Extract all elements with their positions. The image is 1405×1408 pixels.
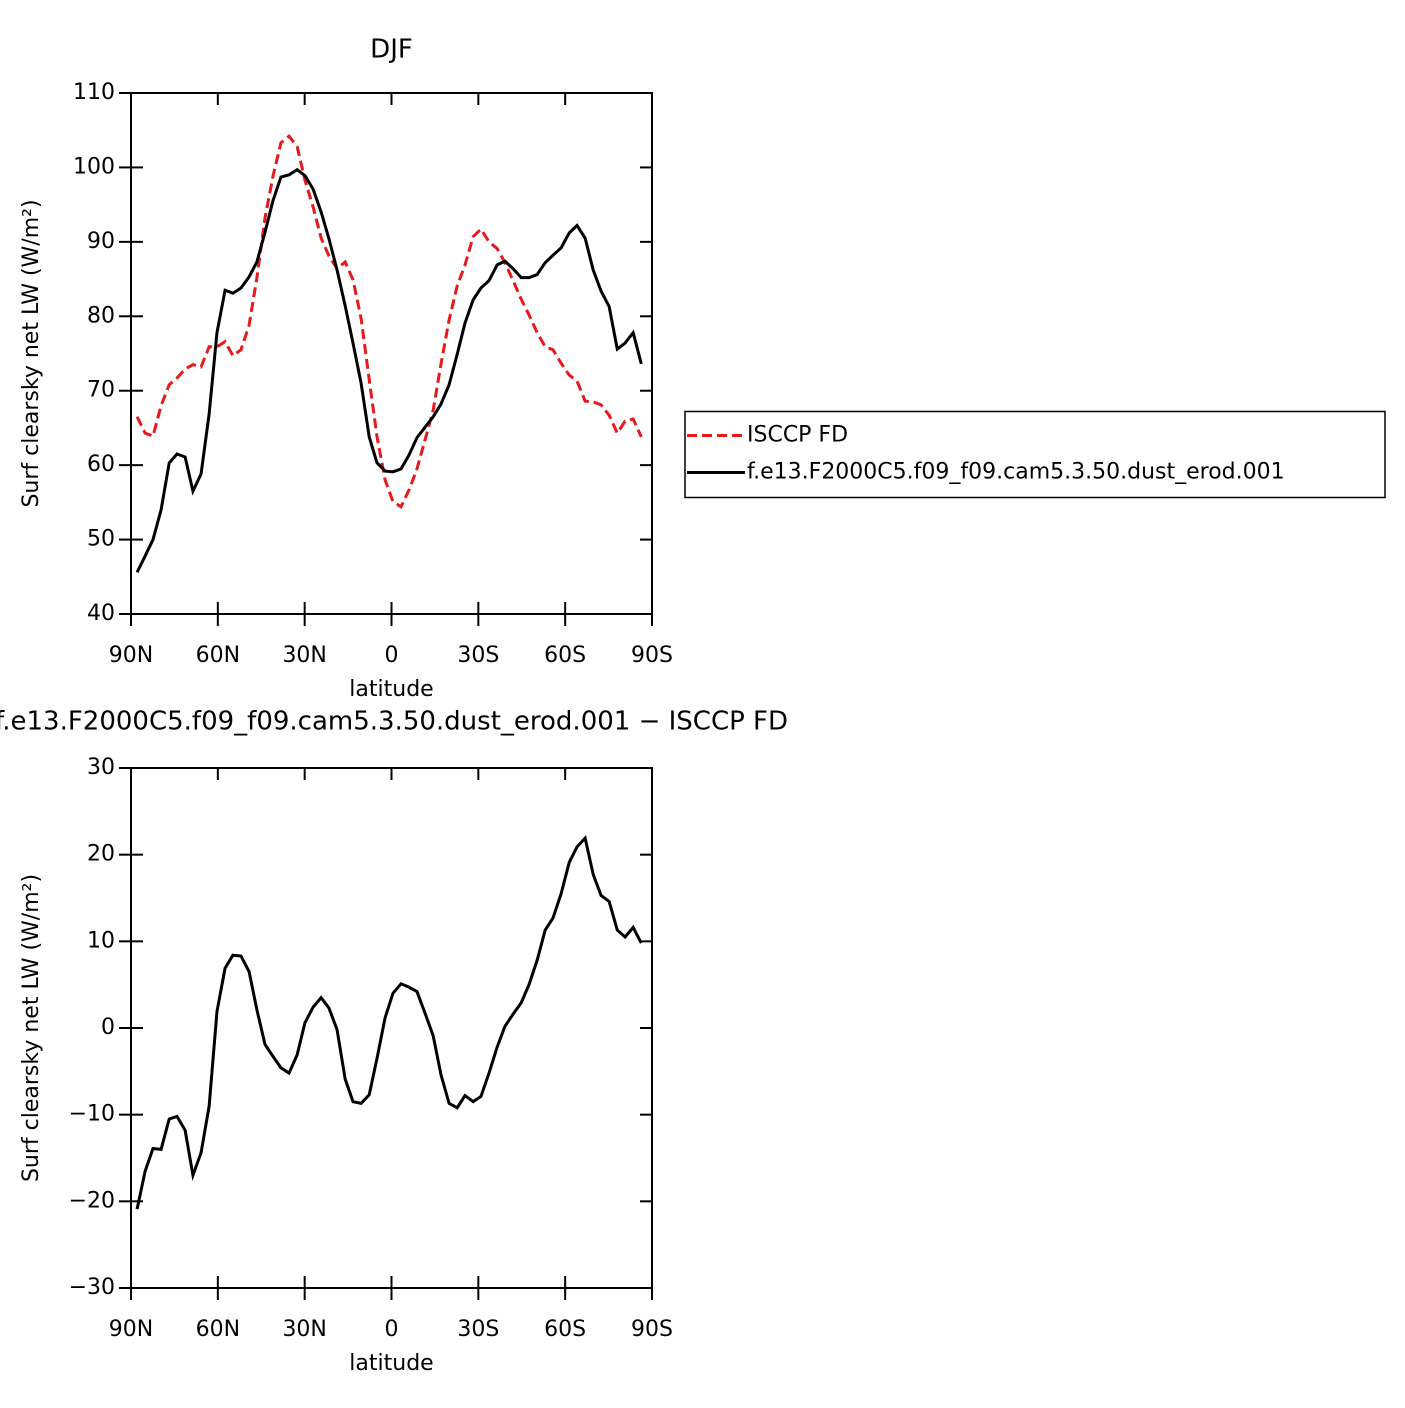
y-axis-label: Surf clearsky net LW (W/m²): [19, 874, 44, 1182]
y-tick-label: 20: [87, 842, 115, 867]
y-tick-label: 80: [87, 303, 115, 328]
y-axis-label: Surf clearsky net LW (W/m²): [19, 199, 44, 507]
x-tick-label: 90N: [109, 1317, 153, 1342]
x-tick-label: 0: [385, 643, 399, 668]
y-tick-label: −10: [69, 1102, 115, 1127]
y-tick-label: −30: [69, 1275, 115, 1300]
y-tick-label: 60: [87, 452, 115, 477]
x-tick-label: 30S: [457, 1317, 499, 1342]
y-tick-label: 100: [73, 154, 115, 179]
data-line: [135, 835, 643, 1210]
y-tick-label: 70: [87, 378, 115, 403]
y-tick-label: 0: [101, 1015, 115, 1040]
x-tick-label: 60S: [544, 1317, 586, 1342]
legend-label: f.e13.F2000C5.f09_f09.cam5.3.50.dust_ero…: [747, 460, 1285, 485]
x-tick-label: 60N: [196, 1317, 240, 1342]
legend-box: [684, 410, 1386, 499]
chart-title: DJF: [370, 35, 413, 65]
x-tick-label: 60S: [544, 643, 586, 668]
chart-title: f.e13.F2000C5.f09_f09.cam5.3.50.dust_ero…: [0, 707, 788, 737]
legend-label: ISCCP FD: [747, 423, 848, 448]
y-tick-label: 50: [87, 527, 115, 552]
y-tick-label: 110: [73, 80, 115, 105]
x-axis-label: latitude: [349, 1351, 433, 1376]
plot-frame: [130, 767, 653, 1289]
y-tick-label: 90: [87, 229, 115, 254]
x-tick-label: 30N: [282, 643, 326, 668]
data-line: [135, 134, 643, 510]
x-tick-label: 0: [385, 1317, 399, 1342]
y-tick-label: 10: [87, 928, 115, 953]
x-axis-label: latitude: [349, 677, 433, 702]
x-tick-label: 30S: [457, 643, 499, 668]
y-tick-label: 40: [87, 601, 115, 626]
data-line: [135, 167, 643, 573]
x-tick-label: 30N: [282, 1317, 326, 1342]
y-tick-label: 30: [87, 755, 115, 780]
x-tick-label: 60N: [196, 643, 240, 668]
y-tick-label: −20: [69, 1188, 115, 1213]
x-tick-label: 90N: [109, 643, 153, 668]
x-tick-label: 90S: [631, 643, 673, 668]
plot-frame: [130, 92, 653, 615]
x-tick-label: 90S: [631, 1317, 673, 1342]
